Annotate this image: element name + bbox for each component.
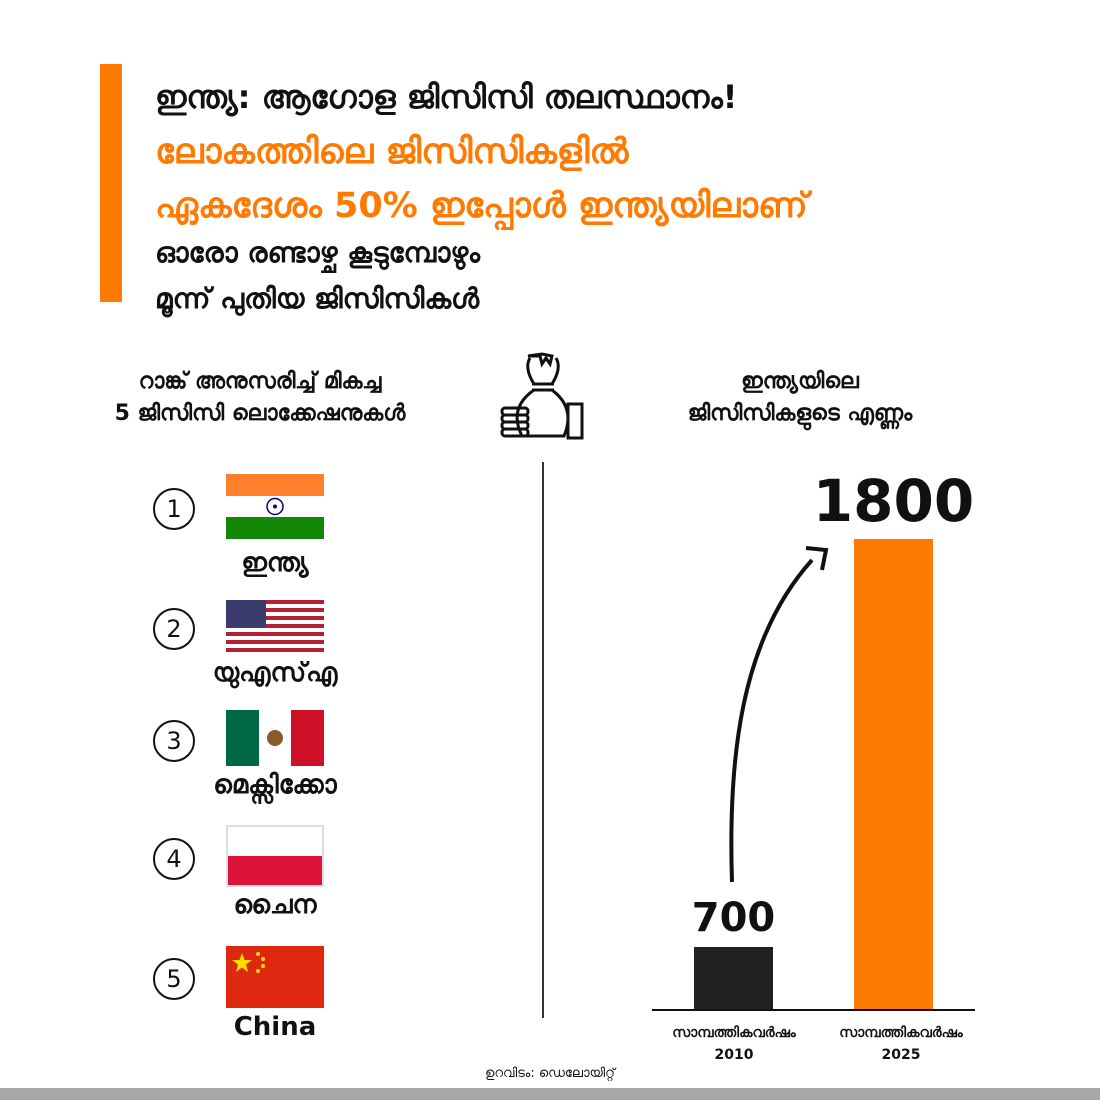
mexico-flag-icon bbox=[226, 710, 324, 766]
bar-2010 bbox=[694, 946, 773, 1010]
subline-2: മൂന്ന് പുതിയ ജിസിസികൾ bbox=[155, 282, 480, 315]
subline-1: ഓരോ രണ്ടാഴ്ച കൂടുമ്പോഴും bbox=[155, 236, 480, 269]
india-flag-icon bbox=[226, 474, 324, 539]
value-label-2010: 700 bbox=[691, 894, 776, 941]
x-tick-label: സാമ്പത്തികവർഷം 2025 bbox=[816, 1022, 986, 1066]
ranking-heading-line-1: റാങ്ക് അനുസരിച്ച് മികച്ച bbox=[138, 369, 382, 394]
x-tick-label-line-2: 2010 bbox=[714, 1047, 754, 1063]
ranking-heading-line-2: 5 ജിസിസി ലൊക്കേഷനുകൾ bbox=[114, 401, 406, 426]
accent-bar bbox=[100, 64, 122, 302]
rank-badge: 4 bbox=[153, 838, 195, 880]
usa-flag-icon bbox=[226, 600, 324, 652]
rank-badge: 3 bbox=[153, 720, 195, 762]
country-name: യുഎസ്എ bbox=[212, 658, 338, 688]
x-tick-label-line-1: സാമ്പത്തികവർഷം bbox=[672, 1025, 796, 1041]
rank-badge: 2 bbox=[153, 608, 195, 650]
bar-2025 bbox=[854, 538, 933, 1010]
country-name: മെക്സിക്കോ bbox=[213, 770, 337, 800]
source-note: ഉറവിടം: ഡെലോയിറ്റ് bbox=[485, 1066, 615, 1081]
money-bag-icon bbox=[500, 352, 584, 440]
divider bbox=[542, 462, 544, 1018]
highlight-line-2: ഏകദേശം 50% ഇപ്പോൾ ഇന്ത്യയിലാണ് bbox=[155, 186, 808, 226]
chart-title-line-2: ജിസിസികളുടെ എണ്ണം bbox=[687, 401, 913, 426]
bottom-strip bbox=[0, 1088, 1100, 1100]
x-tick-label-line-2: 2025 bbox=[881, 1047, 921, 1063]
rank-badge: 1 bbox=[153, 488, 195, 530]
chart-title: ഇന്ത്യയിലെ ജിസിസികളുടെ എണ്ണം bbox=[630, 366, 970, 430]
china-flag-icon bbox=[226, 946, 324, 1008]
chart-title-line-1: ഇന്ത്യയിലെ bbox=[741, 369, 859, 394]
x-tick-label: സാമ്പത്തികവർഷം 2010 bbox=[649, 1022, 819, 1066]
ranking-heading: റാങ്ക് അനുസരിച്ച് മികച്ച 5 ജിസിസി ലൊക്കേ… bbox=[40, 366, 480, 430]
page-title: ഇന്ത്യ: ആഗോള ജിസിസി തലസ്ഥാനം! bbox=[155, 78, 738, 116]
country-name: ചൈന bbox=[233, 890, 317, 920]
highlight-line-1: ലോകത്തിലെ ജിസിസികളിൽ bbox=[155, 132, 629, 172]
country-name: ഇന്ത്യ bbox=[241, 548, 309, 578]
rank-badge: 5 bbox=[153, 958, 195, 1000]
country-name: China bbox=[233, 1012, 317, 1042]
x-axis bbox=[652, 1009, 975, 1011]
poland-flag-icon bbox=[226, 825, 324, 887]
x-tick-label-line-1: സാമ്പത്തികവർഷം bbox=[839, 1025, 963, 1041]
value-label-2025: 1800 bbox=[812, 466, 975, 535]
